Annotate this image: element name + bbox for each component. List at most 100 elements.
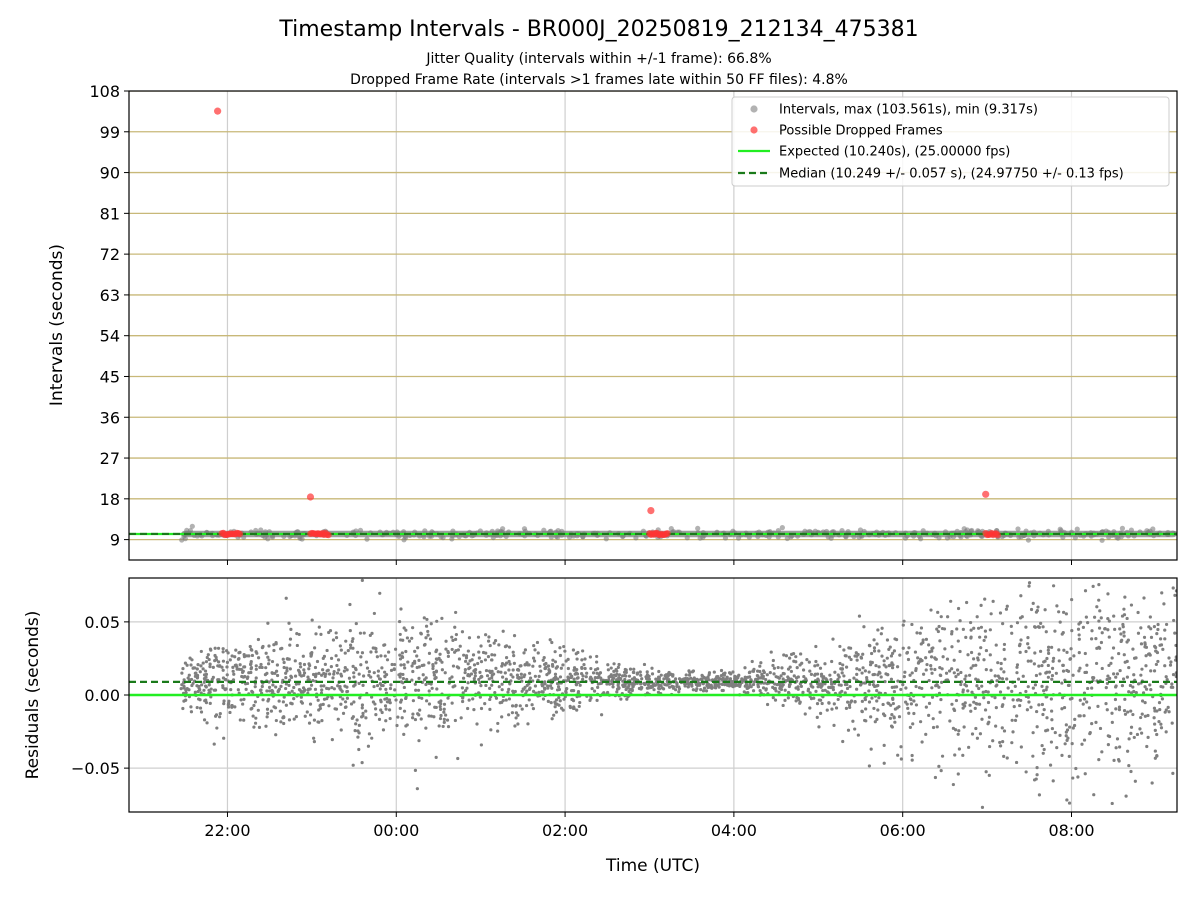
residual-point [1142,635,1147,639]
residual-point [838,644,842,649]
residual-point [426,633,430,637]
residual-point [332,672,336,676]
interval-point [1025,537,1032,543]
residual-point [988,628,992,632]
residual-point [1144,654,1148,658]
residual-point [1053,730,1057,735]
residual-point [910,758,914,762]
residual-point [1097,583,1101,587]
residual-point [207,683,211,687]
residual-point [273,706,278,710]
residual-point [387,708,392,712]
residual-point [768,671,772,675]
residual-point [982,696,986,700]
residual-point [1122,709,1127,713]
residual-point [881,702,885,707]
residual-point [548,684,553,688]
residual-point [871,673,875,677]
residual-point [1107,663,1111,668]
residual-point [656,677,660,682]
residual-point [611,685,615,689]
residual-point [387,650,391,654]
residual-point [596,667,600,671]
residual-point [455,665,459,669]
residual-point [1050,726,1055,731]
residual-point [193,674,198,678]
interval-point [775,534,781,540]
residual-point [487,669,492,673]
interval-point [700,534,706,541]
residual-point [611,682,615,686]
residual-point [786,675,790,679]
residual-point [1077,637,1081,641]
residual-point [553,705,557,709]
residual-point [342,669,346,673]
residual-point [373,646,377,650]
residual-point [756,685,761,689]
residual-point [354,722,358,726]
residual-point [1013,684,1017,688]
residual-point [442,710,446,714]
residual-point [395,723,399,728]
residual-point [225,673,229,677]
residual-point [1104,686,1108,690]
residual-point [330,738,334,742]
residual-point [652,688,656,692]
residual-point [554,698,559,702]
interval-point [401,537,407,543]
residual-point [325,669,329,673]
residual-point [1174,643,1177,648]
residual-point [575,672,580,676]
residual-point [555,665,559,669]
interval-point [1015,526,1021,532]
residual-point [1150,781,1154,785]
residual-point [1064,730,1068,734]
legend-dropped-marker [750,126,758,134]
residual-point [998,676,1002,680]
residual-point [968,703,972,707]
residual-point [999,667,1003,671]
residual-point [801,668,806,672]
residual-point [249,666,254,670]
residual-point [971,664,975,668]
residual-point [486,639,491,643]
residual-point [754,677,758,682]
residual-point [472,708,476,712]
residual-point [961,706,965,710]
residual-point [361,683,365,687]
residual-point [546,664,551,668]
residual-point [1120,684,1125,688]
residual-point [828,673,832,677]
residual-point [572,666,577,670]
residual-point [1015,665,1019,669]
residual-point [803,712,807,716]
residual-point [498,701,502,705]
residual-point [199,691,203,695]
residual-point [728,677,732,682]
residual-point [978,732,983,736]
residual-point [297,632,301,637]
residual-point [1034,673,1039,678]
residual-point [872,649,877,653]
residual-point [1145,744,1149,749]
residual-point [1027,584,1031,588]
residual-point [1015,671,1019,675]
chart-subtitle-line-2: Dropped Frame Rate (intervals >1 frames … [350,72,848,88]
residual-point [257,725,262,729]
residual-point [536,651,540,655]
residual-point [334,654,338,658]
residual-point [246,675,250,679]
residual-point [301,686,306,690]
residual-point [1106,617,1110,621]
residual-point [431,663,435,667]
residual-point [237,651,241,655]
residual-point [961,702,965,706]
residual-point [478,695,482,699]
residual-point [1052,656,1056,660]
residual-point [435,619,439,623]
residual-point [467,667,471,671]
residual-point [466,706,470,711]
residual-point [271,689,275,694]
residual-point [350,639,354,644]
residual-point [225,649,229,653]
